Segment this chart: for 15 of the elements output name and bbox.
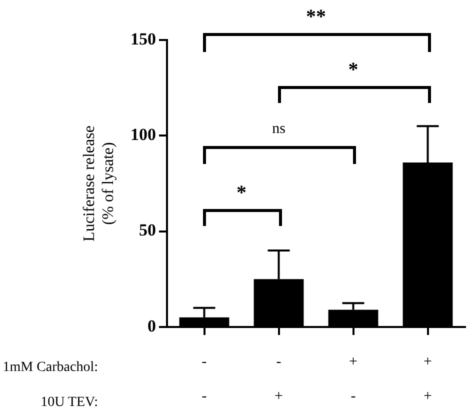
annotation: * bbox=[347, 58, 360, 81]
y-tick-label: 150 bbox=[130, 29, 156, 48]
category-label: - - bbox=[202, 354, 207, 405]
category-label: + + bbox=[424, 354, 432, 405]
text: ** bbox=[305, 6, 327, 28]
annotation: ns bbox=[271, 120, 286, 140]
text: 1mM Carbachol: bbox=[2, 359, 98, 377]
annotation: * bbox=[236, 182, 248, 204]
text: 10U TEV: bbox=[40, 394, 98, 412]
y-axis-title: Luciferase release (% of lysate) bbox=[80, 126, 118, 242]
category-label: - + bbox=[274, 354, 283, 405]
y-tick-label: 0 bbox=[148, 316, 156, 336]
y-tick-label: 50 bbox=[139, 220, 156, 240]
y-tick-label: 100 bbox=[130, 125, 156, 144]
category-label: + - bbox=[349, 354, 358, 405]
